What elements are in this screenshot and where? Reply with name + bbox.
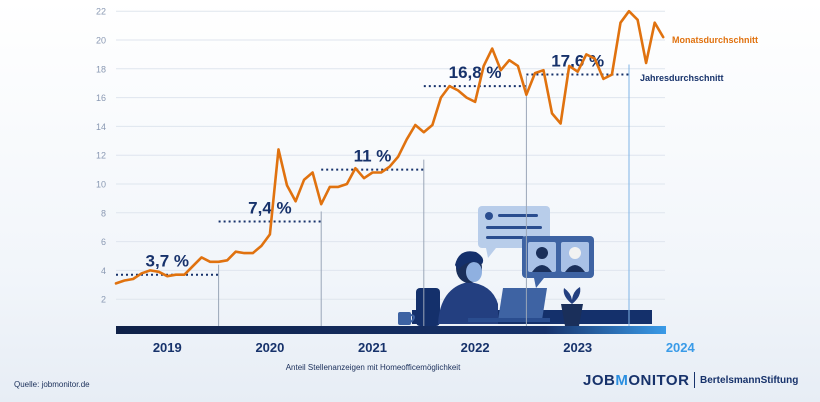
y-tick-label: 22 — [96, 7, 106, 17]
year-labels: 2019 2020 2021 2022 2023 2024 — [153, 340, 696, 355]
y-tick-label: 4 — [101, 266, 106, 276]
plant-icon — [561, 304, 583, 326]
legend-monthly: Monatsdurchschnitt — [672, 35, 758, 45]
person-head-icon — [569, 247, 581, 259]
person-body-icon — [532, 265, 552, 272]
year-label: 2020 — [255, 340, 284, 355]
annual-average-label: 11 % — [354, 147, 392, 166]
logo-separator — [694, 372, 695, 388]
laptop-icon — [498, 288, 547, 320]
y-tick-label: 8 — [101, 208, 106, 218]
person-body-icon — [565, 265, 585, 272]
gridlines — [116, 10, 665, 300]
footer — [0, 360, 820, 402]
person-hair — [455, 251, 484, 270]
year-label: 2019 — [153, 340, 182, 355]
person-face — [466, 262, 482, 282]
legend-annual: Jahresdurchschnitt — [640, 73, 724, 83]
chair-back — [416, 288, 440, 326]
chat-avatar-dot — [485, 212, 493, 220]
year-label: 2024 — [666, 340, 696, 355]
jobmonitor-logo: JOBMONITOR — [583, 372, 689, 389]
mug-handle — [410, 314, 415, 323]
laptop-base — [468, 318, 550, 322]
year-label: 2022 — [461, 340, 490, 355]
year-label: 2021 — [358, 340, 387, 355]
chat-bubble-tail — [486, 248, 496, 258]
mug-icon — [398, 312, 411, 325]
y-tick-label: 10 — [96, 180, 106, 190]
monthly-series-line — [114, 9, 665, 285]
bertelsmann-logo: BertelsmannStiftung — [700, 375, 799, 386]
annual-average-label: 7,4 % — [248, 198, 291, 217]
source-note: Quelle: jobmonitor.de — [14, 380, 90, 389]
logo-m-accent: M — [615, 372, 629, 389]
chat-line — [498, 214, 538, 217]
y-tick-label: 2 — [101, 295, 106, 305]
x-axis-label: Anteil Stellenanzeigen mit Homeofficemög… — [286, 363, 461, 372]
year-label: 2023 — [563, 340, 592, 355]
chat-line — [486, 226, 542, 229]
chat-line — [486, 236, 524, 239]
y-axis-ticks: 2 4 6 8 10 12 14 16 18 20 22 — [96, 7, 106, 305]
annual-average-series: 3,7 %7,4 %11 %16,8 %17,6 % — [116, 52, 629, 276]
timeline-bar — [116, 326, 666, 334]
person-body-icon — [438, 282, 498, 324]
year-dividers — [218, 64, 630, 326]
plant-leaves — [563, 287, 581, 304]
logo-job: JOB — [583, 372, 616, 389]
y-tick-label: 12 — [96, 151, 106, 161]
annual-average-label: 3,7 % — [146, 252, 189, 271]
y-tick-label: 14 — [96, 122, 106, 132]
y-tick-label: 16 — [96, 93, 106, 103]
annual-average-label: 16,8 % — [449, 63, 502, 82]
person-head-icon — [536, 247, 548, 259]
homeoffice-illustration — [398, 206, 652, 326]
video-call-tail — [534, 278, 544, 288]
y-tick-label: 20 — [96, 36, 106, 46]
y-tick-label: 18 — [96, 64, 106, 74]
y-tick-label: 6 — [101, 237, 106, 247]
logo-monitor-rest: ONITOR — [628, 372, 690, 389]
